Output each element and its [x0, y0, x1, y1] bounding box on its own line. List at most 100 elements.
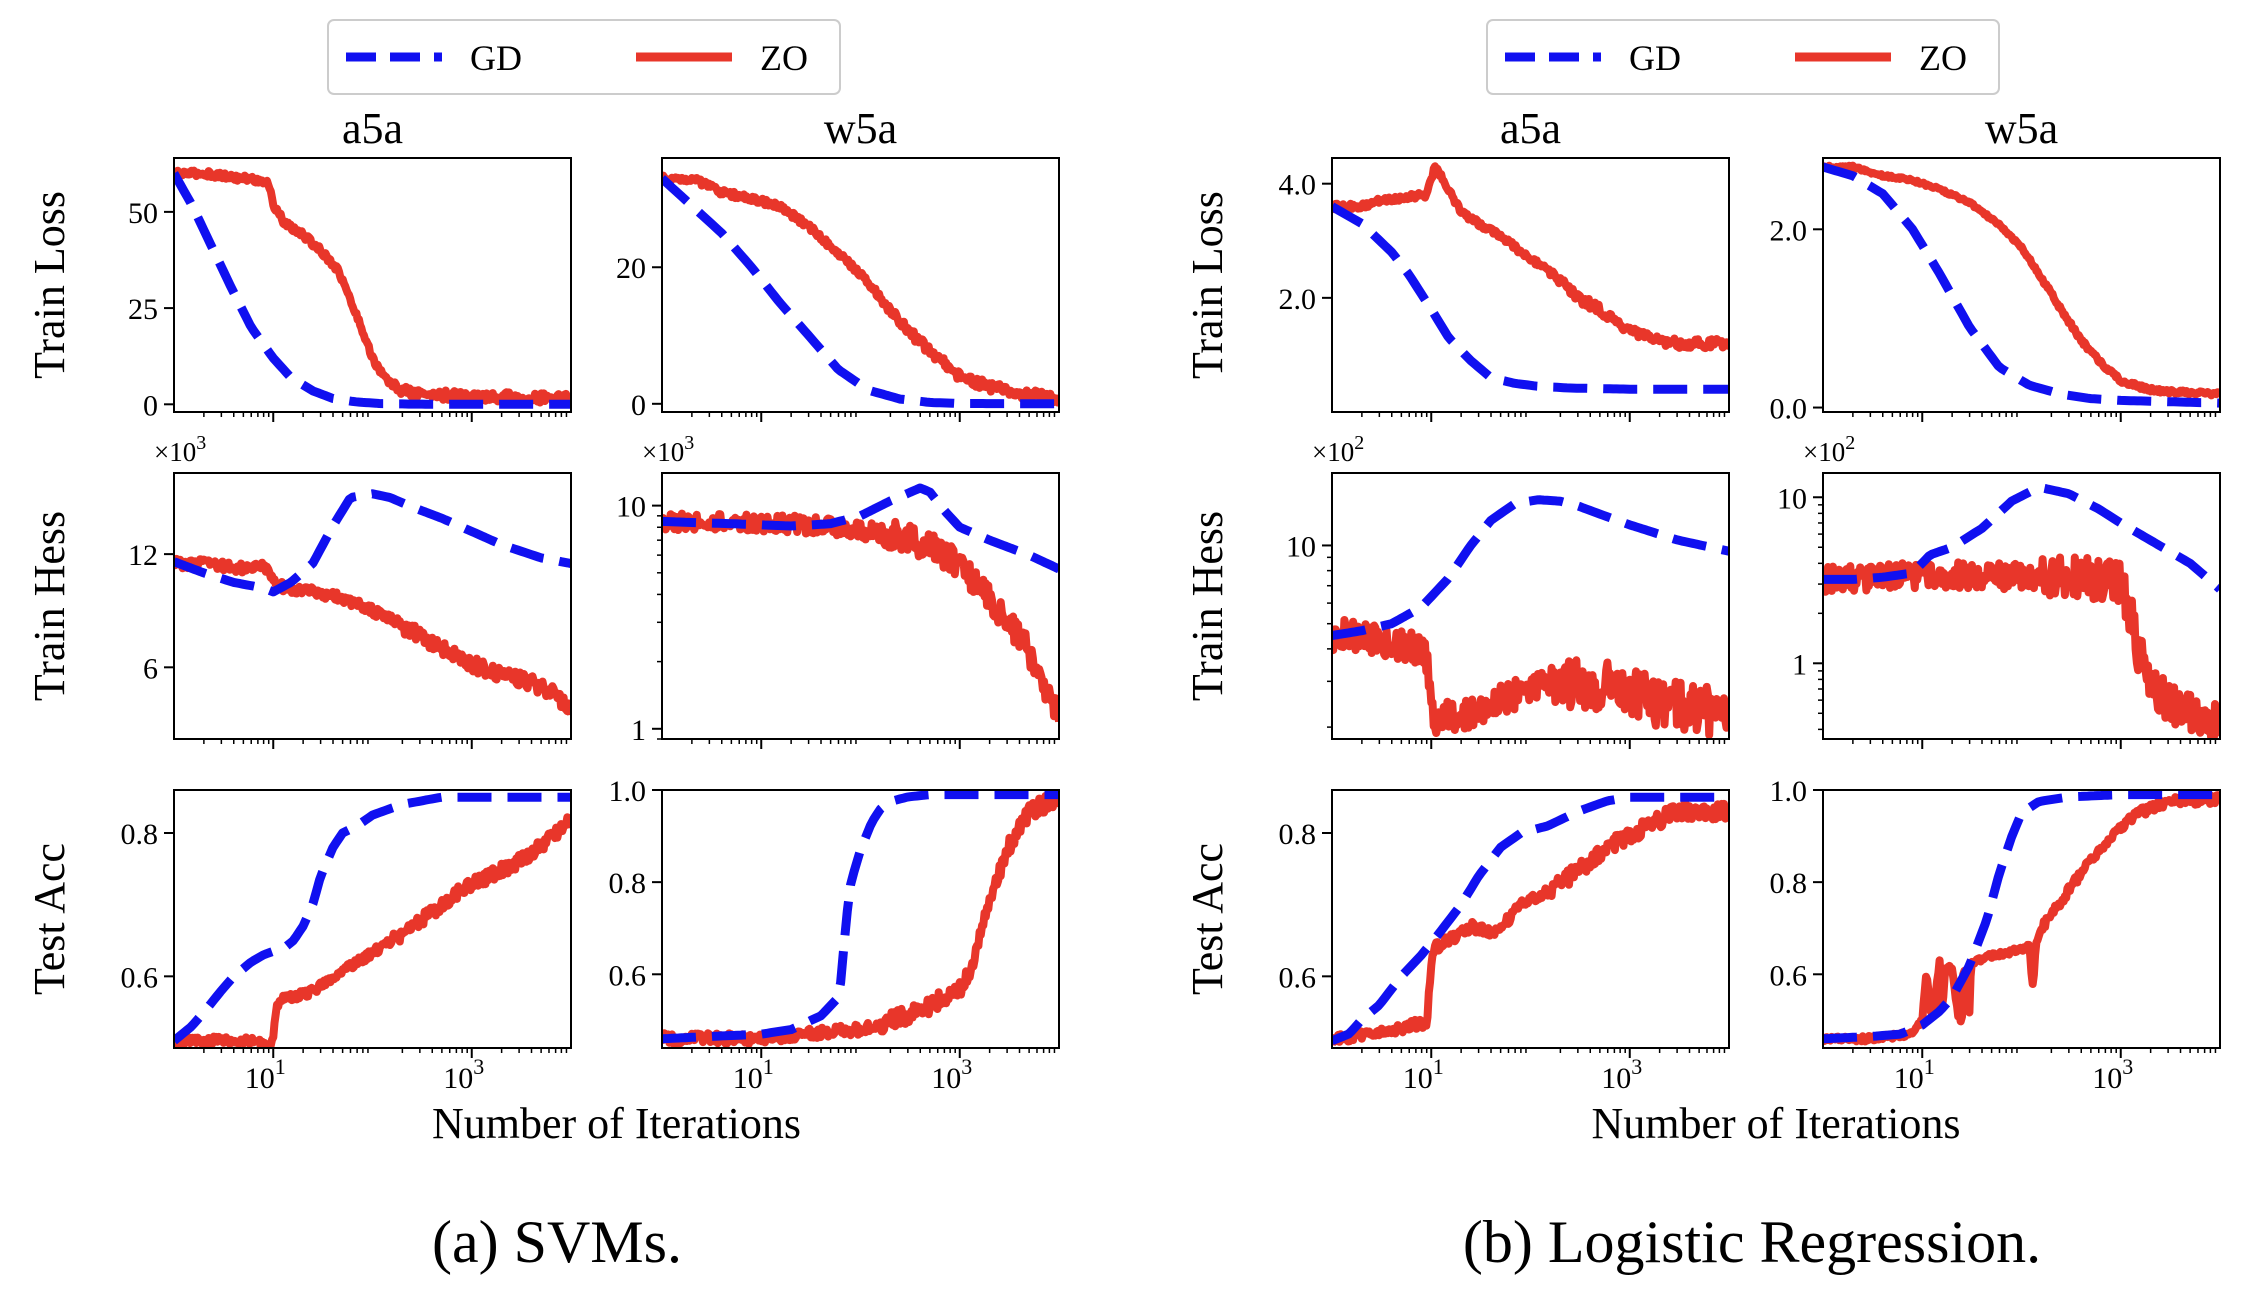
axes-frame: [661, 789, 1060, 1049]
series-line-zo: [662, 790, 1059, 1048]
panel-caption: (a) SVMs.: [432, 1209, 682, 1275]
y-tick-label: 0.6: [609, 959, 647, 992]
subplot-b-1-0: 10 ×102: [1286, 432, 1730, 749]
series-line-gd: [1823, 162, 2220, 408]
x-tick-exp: 1: [763, 1054, 774, 1079]
axes-frame: [173, 472, 572, 740]
y-multiplier: ×103: [642, 432, 694, 467]
y-tick-label: 25: [128, 293, 158, 326]
x-tick-base: 10: [1894, 1062, 1924, 1095]
axes-frame: [1331, 472, 1730, 740]
column-title: w5a: [824, 104, 897, 153]
multiplier-exp: 3: [196, 432, 206, 454]
x-tick-exp: 1: [275, 1054, 286, 1079]
x-tick-base: 10: [733, 1062, 763, 1095]
column-title: a5a: [342, 104, 403, 153]
series-line-gd: [662, 483, 1059, 574]
row-label: Train Hess: [25, 511, 74, 701]
series-line-zo: [174, 554, 571, 716]
multiplier-base: ×10: [642, 437, 684, 467]
subplot-a-1-0: 6 12 ×103: [128, 432, 572, 749]
column-title: a5a: [1500, 104, 1561, 153]
row-label: Test Acc: [25, 843, 74, 995]
y-tick-label: 2.0: [1770, 214, 1808, 247]
y-tick-label: 1: [1792, 648, 1807, 681]
y-tick-label: 10: [1286, 530, 1316, 563]
multiplier-exp: 2: [1354, 432, 1364, 454]
column-title: w5a: [1985, 104, 2058, 153]
x-tick-label: 101: [245, 1054, 286, 1095]
y-tick-label: 0.6: [121, 961, 159, 994]
legend-label-zo: ZO: [760, 38, 808, 78]
axes-frame: [661, 472, 1060, 740]
y-tick-label: 0.8: [121, 818, 159, 851]
x-tick-base: 10: [443, 1062, 473, 1095]
series-line-zo: [662, 171, 1059, 407]
y-tick-label: 6: [143, 652, 158, 685]
series-line-zo: [1332, 616, 1729, 739]
series-line-gd: [174, 171, 571, 409]
series-line-zo: [174, 166, 571, 407]
axes-frame: [1822, 157, 2221, 413]
series-line-gd: [662, 790, 1059, 1044]
x-tick-label: 103: [931, 1054, 972, 1095]
y-multiplier: ×102: [1312, 432, 1364, 467]
series-line-gd: [1332, 792, 1729, 1045]
x-tick-label: 101: [733, 1054, 774, 1095]
figure-panels: GD ZO a5a w5a Train Loss Train Hess Test Acc 0 2…: [25, 19, 2221, 1275]
y-tick-label: 10: [616, 491, 646, 524]
subplot-b-0-0: 2.0 4.0: [1279, 157, 1730, 422]
x-axis-label: Number of Iterations: [1592, 1099, 1961, 1148]
x-tick-label: 103: [2092, 1054, 2133, 1095]
subplot-a-0-0: 0 25 50: [128, 157, 572, 422]
x-axis-label: Number of Iterations: [432, 1099, 801, 1148]
x-tick-label: 101: [1894, 1054, 1935, 1095]
x-tick-exp: 3: [473, 1054, 484, 1079]
series-line-gd: [1823, 483, 2220, 593]
y-tick-label: 0.8: [1770, 867, 1808, 900]
legend-label-zo: ZO: [1919, 38, 1967, 78]
y-tick-label: 1.0: [1770, 775, 1808, 808]
panel-b: GD ZO a5a w5a Train Loss Train Hess Test Acc 2.…: [1183, 19, 2221, 1275]
x-tick-base: 10: [245, 1062, 275, 1095]
y-multiplier: ×103: [154, 432, 206, 467]
series-line-zo: [1332, 162, 1729, 353]
multiplier-base: ×10: [154, 437, 196, 467]
y-tick-label: 0: [143, 389, 158, 422]
series-line-zo: [174, 813, 571, 1048]
series-line-zo: [1332, 799, 1729, 1046]
y-tick-label: 10: [1777, 482, 1807, 515]
row-label: Train Loss: [25, 191, 74, 379]
y-tick-label: 20: [616, 252, 646, 285]
y-tick-label: 1.0: [609, 775, 647, 808]
series-line-gd: [174, 489, 571, 597]
series-line-gd: [1823, 790, 2220, 1044]
x-tick-exp: 1: [1924, 1054, 1935, 1079]
axes-frame: [1822, 472, 2221, 740]
axes-frame: [1331, 789, 1730, 1049]
legend-frame: [1486, 19, 2000, 95]
axes-frame: [1331, 157, 1730, 413]
y-tick-label: 1: [631, 714, 646, 747]
series-line-gd: [1332, 495, 1729, 641]
y-tick-label: 0.6: [1770, 959, 1808, 992]
row-label: Test Acc: [1183, 843, 1232, 995]
series-line-gd: [174, 792, 571, 1045]
legend-label-gd: GD: [470, 38, 522, 78]
y-tick-label: 2.0: [1279, 283, 1317, 316]
multiplier-base: ×10: [1312, 437, 1354, 467]
panel-caption: (b) Logistic Regression.: [1463, 1209, 2041, 1275]
x-tick-label: 103: [1601, 1054, 1642, 1095]
y-tick-label: 0: [631, 389, 646, 422]
series-line-zo: [1823, 553, 2220, 739]
multiplier-exp: 3: [684, 432, 694, 454]
legend-frame: [327, 19, 841, 95]
subplot-b-0-1: 0.0 2.0: [1770, 157, 2221, 426]
multiplier-base: ×10: [1803, 437, 1845, 467]
x-tick-exp: 1: [1433, 1054, 1444, 1079]
x-tick-base: 10: [2092, 1062, 2122, 1095]
